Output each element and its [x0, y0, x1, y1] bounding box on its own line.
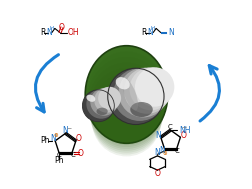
Text: N: N — [155, 131, 161, 139]
Ellipse shape — [90, 80, 162, 155]
Text: C: C — [174, 148, 179, 154]
Text: ⊕: ⊕ — [162, 151, 167, 156]
Text: O: O — [154, 169, 160, 178]
Ellipse shape — [90, 88, 117, 116]
Text: O: O — [75, 135, 81, 143]
Ellipse shape — [86, 89, 116, 119]
Text: N: N — [154, 148, 160, 157]
Text: Ph: Ph — [40, 136, 49, 145]
Ellipse shape — [86, 51, 166, 145]
Text: C: C — [70, 152, 75, 157]
Text: NH: NH — [178, 126, 190, 135]
Text: C: C — [167, 124, 172, 130]
Ellipse shape — [85, 46, 167, 143]
Ellipse shape — [130, 102, 152, 117]
Text: −: − — [181, 124, 186, 129]
Ellipse shape — [86, 95, 95, 102]
Text: Ph: Ph — [54, 156, 64, 165]
Text: N: N — [50, 135, 56, 143]
Text: N: N — [147, 28, 153, 37]
Text: N: N — [62, 126, 68, 135]
Text: H: H — [49, 26, 53, 31]
Text: N: N — [46, 28, 52, 37]
Ellipse shape — [94, 88, 119, 113]
Text: N: N — [159, 146, 165, 155]
Ellipse shape — [89, 74, 163, 153]
Ellipse shape — [98, 87, 121, 110]
Ellipse shape — [85, 46, 167, 143]
Text: N: N — [167, 28, 173, 37]
Ellipse shape — [122, 78, 138, 111]
Ellipse shape — [134, 67, 174, 107]
Ellipse shape — [87, 57, 165, 147]
Ellipse shape — [89, 68, 163, 151]
Text: O: O — [77, 149, 83, 157]
Ellipse shape — [107, 68, 163, 125]
Text: C: C — [56, 152, 61, 157]
Ellipse shape — [115, 77, 129, 89]
Text: ⊕: ⊕ — [53, 133, 58, 139]
Text: O: O — [180, 131, 185, 140]
Ellipse shape — [123, 68, 170, 114]
Text: OH: OH — [68, 28, 79, 37]
Text: R: R — [141, 28, 146, 37]
Text: O: O — [58, 23, 64, 32]
Ellipse shape — [118, 68, 168, 117]
Ellipse shape — [82, 90, 114, 122]
Ellipse shape — [113, 68, 165, 121]
Ellipse shape — [96, 108, 107, 115]
Ellipse shape — [129, 67, 172, 110]
Text: R: R — [40, 28, 45, 37]
Text: H: H — [150, 26, 154, 31]
Ellipse shape — [88, 63, 164, 149]
Text: −: − — [66, 125, 71, 131]
Ellipse shape — [91, 85, 161, 156]
